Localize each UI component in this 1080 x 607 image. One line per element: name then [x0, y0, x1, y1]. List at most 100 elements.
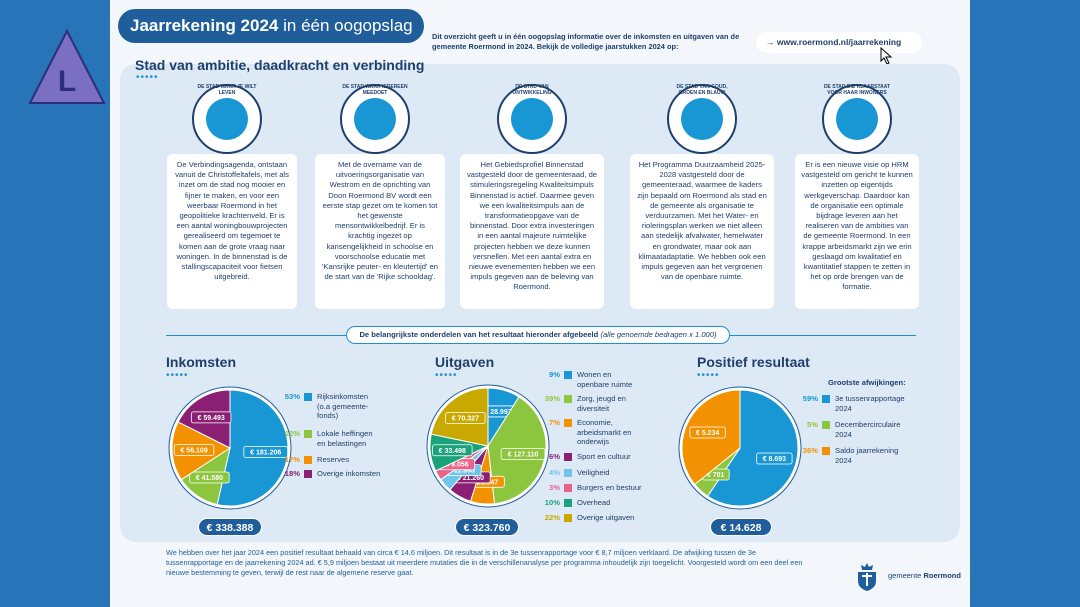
infographic-page: Jaarrekening 2024 in één oogopslag Dit o… — [110, 0, 970, 607]
section-subtitle: Stad van ambitie, daadkracht en verbindi… — [135, 57, 425, 73]
separator-label: De belangrijkste onderdelen van het resu… — [346, 326, 730, 344]
legend-label: Saldo jaarrekening 2024 — [835, 446, 899, 465]
theme-ring-label: DE STAD VAN GOUD, GROEN EN BLAUW — [676, 84, 728, 96]
legend-percent: 12% — [284, 429, 300, 438]
legend-percent: 4% — [549, 468, 560, 477]
legend-percent: 3% — [549, 483, 560, 492]
legend-swatch — [564, 419, 572, 427]
pie-data-label: € 127.110 — [500, 448, 546, 460]
legend-percent: 53% — [284, 392, 300, 401]
legend-swatch — [304, 393, 312, 401]
svg-text:€ 56.109: € 56.109 — [180, 447, 207, 454]
legend-percent: 17% — [284, 455, 300, 464]
legend-label: Reserves — [317, 455, 350, 464]
pie-data-label: € 59.493 — [190, 411, 232, 424]
legend-label: Overige uitgaven — [577, 513, 635, 522]
svg-text:€ 33.498: € 33.498 — [439, 448, 466, 455]
dots-decoration: ••••• — [435, 370, 458, 381]
inkomsten-pie-chart: € 181.206 € 41.580 € 56.109 € 59.493 — [168, 386, 292, 510]
theme-card-2: DE STAD WAAR IEDEREEN MEEDOET Met de ove… — [315, 82, 445, 312]
legend-percent: 18% — [284, 469, 300, 478]
legend-swatch — [564, 499, 572, 507]
roermond-logo-icon — [858, 563, 876, 591]
theme-ring-label: DE STAD VAN ONTWIKKELING — [512, 84, 552, 96]
tree-water-icon — [681, 98, 723, 140]
uitgaven-title: Uitgaven — [435, 354, 495, 370]
pie-data-label: € 33.498 — [432, 444, 473, 457]
legend-label: Sport en cultuur — [577, 452, 631, 461]
legend-percent: 6% — [549, 452, 560, 461]
theme-card-4: DE STAD VAN GOUD, GROEN EN BLAUW Het Pro… — [630, 82, 774, 312]
legend-percent: 36% — [802, 446, 818, 455]
dots-decoration: ••••• — [166, 370, 189, 381]
inkomsten-title: Inkomsten — [166, 354, 237, 370]
resultaat-pie-chart: € 8.693 € 701 € 5.234 — [678, 386, 802, 510]
legend-swatch — [304, 470, 312, 478]
theme-text: De Verbindingsagenda, ontstaan vanuit de… — [167, 154, 297, 309]
theme-card-5: DE STAD DIE KLAARSTAAT VOOR HAAR INWONER… — [795, 82, 919, 312]
svg-text:€ 21.260: € 21.260 — [457, 475, 484, 482]
legend-percent: 9% — [549, 370, 560, 379]
legend-label: Decembercirculaire 2024 — [835, 420, 901, 439]
legend-swatch — [822, 395, 830, 403]
right-background — [970, 0, 1080, 607]
pie-data-label: € 41.580 — [189, 471, 230, 484]
rainbow-people-icon — [354, 98, 396, 140]
svg-text:€ 127.110: € 127.110 — [508, 452, 539, 459]
svg-text:€ 70.327: € 70.327 — [452, 416, 479, 423]
pie-data-label: € 5.234 — [689, 426, 726, 439]
legend-swatch — [304, 430, 312, 438]
legend-percent: 59% — [802, 394, 818, 403]
intro-text: Dit overzicht geeft u in één oogopslag i… — [432, 32, 740, 51]
legend-label: Overige inkomsten — [317, 469, 381, 478]
page-title: Jaarrekening 2024 in één oogopslag — [118, 9, 424, 43]
theme-card-3: DE STAD VAN ONTWIKKELING Het Gebiedsprof… — [460, 82, 604, 312]
svg-text:€ 59.493: € 59.493 — [198, 415, 225, 422]
legend-percent: 7% — [549, 418, 560, 427]
pie-data-label: € 8.693 — [756, 452, 793, 465]
legend-label: Zorg, jeugd en diversiteit — [577, 394, 626, 413]
theme-badge — [340, 84, 410, 154]
theme-ring-label: DE STAD WAAR JE WILT LEVEN — [197, 84, 257, 96]
inkomsten-total: € 338.388 — [198, 518, 262, 536]
legend-swatch — [564, 395, 572, 403]
theme-text: Het Gebiedsprofiel Binnenstad vastgestel… — [460, 154, 604, 309]
legend-label: Overhead — [577, 498, 611, 507]
url-link[interactable]: → www.roermond.nl/jaarrekening — [756, 32, 922, 53]
legend-label: Rijksinkomsten (o.a gemeente-fonds) — [317, 392, 369, 420]
theme-badge — [497, 84, 567, 154]
resultaat-legend-title: Grootste afwijkingen: — [828, 378, 906, 387]
legend-swatch — [564, 484, 572, 492]
legend-swatch — [304, 456, 312, 464]
svg-text:€ 5.234: € 5.234 — [696, 430, 719, 437]
svg-text:€ 41.580: € 41.580 — [196, 475, 223, 482]
svg-text:€ 701: € 701 — [707, 472, 725, 479]
pie-data-label: € 56.109 — [173, 444, 215, 456]
gears-icon — [511, 98, 553, 140]
theme-text: Met de overname van de uitvoeringsorgani… — [315, 154, 445, 309]
theme-badge — [667, 84, 737, 154]
arrow-right-icon: → — [766, 37, 775, 47]
legend-label: Lokale heffingen en belastingen — [317, 429, 373, 448]
svg-text:€ 9.056: € 9.056 — [445, 462, 468, 469]
legend-swatch — [564, 469, 572, 477]
theme-ring-label: DE STAD DIE KLAARSTAAT VOOR HAAR INWONER… — [823, 84, 891, 96]
resultaat-title: Positief resultaat — [697, 354, 810, 370]
slide-badge-triangle: L — [28, 28, 106, 104]
mouse-cursor-icon — [880, 47, 893, 65]
logo-text: gemeente Roermond — [888, 571, 961, 580]
uitgaven-total: € 323.760 — [455, 518, 519, 536]
resultaat-total: € 14.628 — [710, 518, 772, 536]
pie-data-label: € 70.327 — [445, 412, 486, 424]
dots-decoration: ••••• — [697, 370, 720, 381]
theme-text: Er is een nieuwe visie op HRM vastgestel… — [795, 154, 919, 309]
legend-label: Wonen en openbare ruimte — [577, 370, 633, 389]
svg-text:€ 11.965: € 11.965 — [448, 468, 475, 475]
svg-text:€ 181.206: € 181.206 — [250, 450, 281, 457]
pie-slice — [706, 389, 799, 507]
legend-label: 3e tussenrapportage 2024 — [835, 394, 905, 413]
legend-label: Burgers en bestuur — [577, 483, 642, 492]
legend-percent: 10% — [544, 498, 560, 507]
svg-text:€ 8.693: € 8.693 — [763, 456, 786, 463]
legend-label: Veiligheid — [577, 468, 610, 477]
